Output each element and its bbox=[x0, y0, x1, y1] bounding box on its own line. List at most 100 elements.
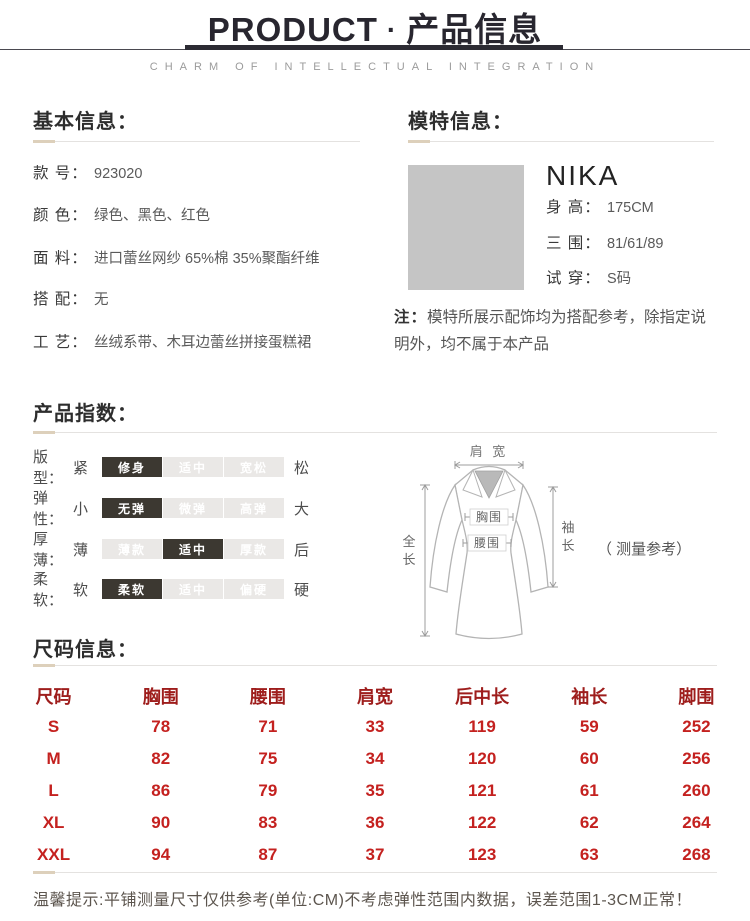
size-cell: S bbox=[47, 717, 60, 736]
size-column-header: 脚围 bbox=[678, 687, 715, 707]
field-label: 三 围： bbox=[546, 235, 601, 252]
model-note-label: 注： bbox=[394, 309, 428, 326]
index-row-fit: 版型： 紧 修身 适中 宽松 松 bbox=[33, 449, 309, 487]
size-column-header: 尺码 bbox=[35, 687, 72, 707]
field-measurements: 三 围： 81/61/89 bbox=[546, 235, 716, 253]
index-bar: 柔软 适中 偏硬 bbox=[102, 579, 284, 599]
field-label: 颜 色： bbox=[33, 207, 88, 224]
index-segment: 无弹 bbox=[102, 498, 162, 518]
model-photo-placeholder bbox=[408, 165, 524, 290]
index-max-label: 大 bbox=[294, 500, 310, 518]
index-min-label: 紧 bbox=[73, 459, 89, 477]
index-segment: 适中 bbox=[163, 539, 223, 559]
size-cell: M bbox=[46, 749, 61, 768]
size-cell: 122 bbox=[467, 813, 497, 832]
size-column-header: 袖长 bbox=[571, 687, 608, 707]
size-cell: 63 bbox=[579, 845, 599, 864]
measurement-reference-label: （ 测量参考） bbox=[597, 541, 691, 558]
shoulder-arrow bbox=[454, 461, 524, 469]
field-label: 款 号： bbox=[33, 165, 88, 182]
field-try-on-size: 试 穿： S码 bbox=[546, 270, 716, 288]
field-style-number: 款 号： 923020 bbox=[33, 165, 363, 183]
index-row-softness: 柔软： 软 柔软 适中 偏硬 硬 bbox=[33, 571, 309, 609]
index-segment: 宽松 bbox=[224, 457, 284, 477]
size-cell: 59 bbox=[579, 717, 599, 736]
field-label: 试 穿： bbox=[546, 270, 601, 287]
sleeve-length-label-char1: 袖 bbox=[561, 520, 574, 535]
index-min-label: 薄 bbox=[73, 541, 89, 559]
size-table-header-row: 尺码 胸围 腰围 肩宽 后中长 袖长 脚围 bbox=[0, 681, 750, 711]
field-label: 工 艺： bbox=[33, 334, 88, 351]
basic-info-heading: 基本信息： bbox=[33, 111, 138, 133]
title-en: PRODUCT bbox=[207, 11, 378, 48]
footer-note: 温馨提示:平铺测量尺寸仅供参考(单位:CM)不考虑弹性范围内数据，误差范围1-3… bbox=[33, 892, 692, 909]
size-cell: 61 bbox=[579, 781, 599, 800]
field-height: 身 高： 175CM bbox=[546, 199, 716, 217]
size-cell: 268 bbox=[682, 845, 711, 864]
sleeve-length-arrow bbox=[548, 486, 558, 588]
size-cell: 78 bbox=[151, 717, 171, 736]
size-cell: 123 bbox=[467, 845, 497, 864]
size-table-row: S 78 71 33 119 59 252 bbox=[0, 711, 750, 743]
size-cell: 252 bbox=[682, 717, 711, 736]
size-cell: 35 bbox=[365, 781, 385, 800]
index-segment: 适中 bbox=[163, 457, 223, 477]
index-segment: 偏硬 bbox=[224, 579, 284, 599]
size-column-header: 肩宽 bbox=[356, 687, 393, 707]
size-cell: 36 bbox=[365, 813, 385, 832]
index-row-label: 厚薄： bbox=[33, 531, 64, 569]
field-craft: 工 艺： 丝绒系带、木耳边蕾丝拼接蛋糕裙 bbox=[33, 334, 363, 352]
field-value: 175CM bbox=[607, 200, 654, 216]
size-table-row: XXL 94 87 37 123 63 268 bbox=[0, 839, 750, 871]
model-info-divider bbox=[408, 140, 714, 143]
title-cn: 产品信息 bbox=[406, 11, 543, 48]
index-segment: 修身 bbox=[102, 457, 162, 477]
size-cell: 37 bbox=[365, 845, 385, 864]
field-label: 身 高： bbox=[546, 199, 601, 216]
size-cell: 120 bbox=[467, 749, 497, 768]
page-title: PRODUCT · 产品信息 bbox=[0, 3, 750, 51]
full-length-label-char2: 长 bbox=[402, 552, 415, 567]
collar-flap-right bbox=[495, 468, 516, 498]
header-subtitle: CHARM OF INTELLECTUAL INTEGRATION bbox=[149, 61, 601, 73]
index-max-label: 后 bbox=[294, 541, 310, 559]
collar-inner bbox=[474, 470, 504, 499]
size-table-row: L 86 79 35 121 61 260 bbox=[0, 775, 750, 807]
size-cell: 82 bbox=[151, 749, 171, 768]
size-info-divider bbox=[33, 664, 717, 667]
size-cell: 62 bbox=[579, 813, 599, 832]
index-bar: 薄款 适中 厚款 bbox=[102, 539, 284, 559]
full-length-label-char1: 全 bbox=[402, 534, 415, 549]
size-table-row: M 82 75 34 120 60 256 bbox=[0, 743, 750, 775]
size-cell: XXL bbox=[37, 845, 71, 864]
size-cell: 34 bbox=[365, 749, 385, 768]
size-cell: 60 bbox=[579, 749, 599, 768]
index-segment: 微弹 bbox=[163, 498, 223, 518]
size-cell: 87 bbox=[258, 845, 278, 864]
footer-divider bbox=[33, 871, 717, 874]
field-value: S码 bbox=[607, 271, 632, 287]
model-note-text: 模特所展示配饰均为搭配参考，除指定说明外，均不属于本产品 bbox=[394, 309, 707, 353]
index-row-label: 柔软： bbox=[33, 571, 64, 609]
field-value: 81/61/89 bbox=[607, 236, 664, 252]
size-cell: L bbox=[48, 781, 59, 800]
size-cell: 75 bbox=[258, 749, 278, 768]
size-cell: 83 bbox=[258, 813, 278, 832]
model-note: 注：模特所展示配饰均为搭配参考，除指定说明外，均不属于本产品 bbox=[394, 304, 718, 358]
index-min-label: 软 bbox=[73, 581, 89, 599]
field-value: 丝绒系带、木耳边蕾丝拼接蛋糕裙 bbox=[94, 335, 312, 351]
index-segment: 厚款 bbox=[224, 539, 284, 559]
title-dot: · bbox=[386, 14, 398, 45]
product-index-heading: 产品指数： bbox=[33, 403, 138, 425]
size-cell: 264 bbox=[682, 813, 711, 832]
header-rule-thick bbox=[185, 45, 563, 50]
collar-flap-left bbox=[462, 468, 483, 498]
index-row-label: 版型： bbox=[33, 449, 64, 487]
waist-label: 腰围 bbox=[474, 536, 500, 550]
index-min-label: 小 bbox=[73, 500, 89, 518]
size-cell: XL bbox=[42, 813, 65, 832]
size-cell: 86 bbox=[151, 781, 171, 800]
size-table: 尺码 胸围 腰围 肩宽 后中长 袖长 脚围 S 78 71 33 119 59 … bbox=[0, 681, 750, 871]
size-cell: 33 bbox=[365, 717, 385, 736]
